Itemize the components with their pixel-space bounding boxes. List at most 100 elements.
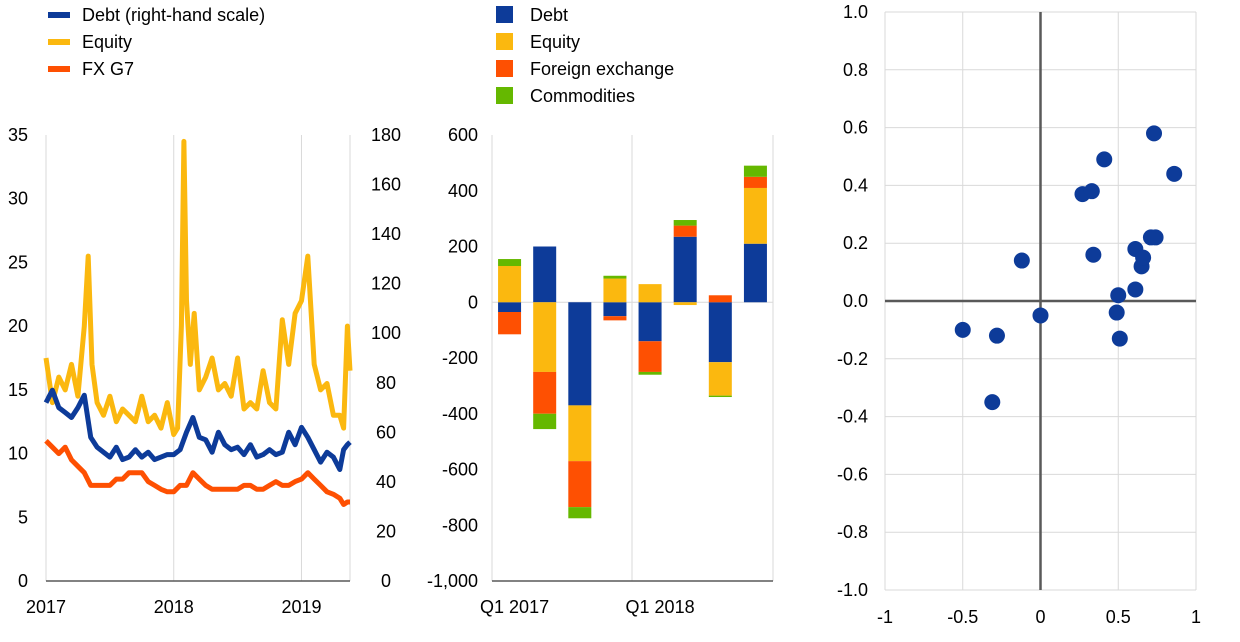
y-right-tick-label: 120 (371, 274, 401, 294)
y-tick-label: -0.8 (837, 522, 868, 542)
y-left-tick-label: 25 (8, 252, 28, 272)
bar-segment (498, 266, 522, 303)
y-right-tick-label: 160 (371, 175, 401, 195)
bar-segment (568, 461, 592, 508)
scatter-point (1032, 307, 1049, 324)
y-left-tick-label: 20 (8, 316, 28, 336)
legend-label: Commodities (530, 86, 635, 106)
y-left-tick-label: 30 (8, 189, 28, 209)
y-tick-label: -600 (442, 460, 478, 480)
bar-segment (638, 371, 662, 375)
bar-segment (708, 302, 732, 363)
y-right-tick-label: 140 (371, 224, 401, 244)
scatter-point (1085, 246, 1102, 263)
bar-segment (673, 225, 697, 237)
y-left-tick-label: 15 (8, 380, 28, 400)
y-tick-label: 0.2 (843, 233, 868, 253)
y-tick-label: -0.6 (837, 464, 868, 484)
y-right-tick-label: 20 (376, 521, 396, 541)
bar-segment (743, 176, 767, 188)
y-right-tick-label: 100 (371, 323, 401, 343)
scatter-point (1108, 304, 1125, 321)
bar-segment (533, 246, 557, 303)
bar-segment (498, 302, 522, 313)
y-right-tick-label: 80 (376, 373, 396, 393)
bar-segment (603, 275, 627, 279)
bar-chart: -1,000 -800 -600 -400 -200 0 200 400 600 Q1 2017 Q… (427, 125, 774, 617)
bar-segment (743, 165, 767, 177)
legend-swatch (48, 39, 70, 45)
scatter-point (1146, 125, 1163, 142)
bar-segment (603, 316, 627, 321)
y-right-tick-label: 40 (376, 472, 396, 492)
legend-label: Equity (530, 32, 580, 52)
bar-segment (498, 312, 522, 335)
bar-segment (673, 236, 697, 303)
bar-segment (673, 302, 697, 306)
x-tick-label: Q1 2018 (626, 597, 695, 617)
y-tick-label: -200 (442, 348, 478, 368)
y-tick-label: 0.6 (843, 118, 868, 138)
bar-segment (708, 362, 732, 396)
y-tick-label: 0.8 (843, 60, 868, 80)
scatter-chart: -1 -0.5 0 0.5 1 -1.0 -0.8 -0.6 -0.4 -0.2 0.0 0.2 0.4… (837, 2, 1201, 627)
legend-label: FX G7 (82, 59, 134, 79)
bar-segment (743, 187, 767, 244)
scatter-point (1013, 252, 1030, 269)
legend-line-chart: Debt (right-hand scale) Equity FX G7 (48, 5, 265, 79)
y-tick-label: 600 (448, 125, 478, 145)
scatter-point (1127, 281, 1144, 298)
bar-segment (568, 405, 592, 462)
x-tick-label: 0 (1035, 607, 1045, 627)
y-tick-label: -1,000 (427, 571, 478, 591)
scatter-point (988, 327, 1005, 344)
legend-bar-chart: Debt Equity Foreign exchange Commodities (496, 5, 674, 106)
bar-segment (638, 341, 662, 372)
bar-segment (603, 278, 627, 303)
bar-segment (568, 302, 592, 406)
y-left-tick-label: 35 (8, 125, 28, 145)
scatter-point (1111, 330, 1128, 347)
bar-segment (568, 507, 592, 519)
x-tick-label: -0.5 (947, 607, 978, 627)
bar-segment (708, 295, 732, 303)
scatter-point (1147, 229, 1164, 246)
bar-segment (533, 302, 557, 372)
legend-swatch (496, 6, 513, 23)
scatter-point (1166, 165, 1183, 182)
y-tick-label: 0.4 (843, 175, 868, 195)
legend-swatch (496, 33, 513, 50)
y-right-tick-label: 0 (381, 571, 391, 591)
legend-swatch (496, 87, 513, 104)
bar-segment (708, 395, 732, 398)
legend-label: Debt (right-hand scale) (82, 5, 265, 25)
series-line (43, 387, 352, 472)
x-tick-label: 1 (1191, 607, 1201, 627)
y-tick-label: -0.4 (837, 407, 868, 427)
scatter-point (954, 321, 971, 338)
scatter-point (1083, 183, 1100, 200)
legend-label: Equity (82, 32, 132, 52)
y-right-tick-label: 180 (371, 125, 401, 145)
y-tick-label: -1.0 (837, 580, 868, 600)
bar-segment (533, 371, 557, 414)
bar-segment (638, 302, 662, 342)
line-chart: 2017 2018 2019 0 5 10 15 20 25 30 35 0 20 40 60 80 100 12… (8, 125, 401, 617)
x-tick-label: 2018 (154, 597, 194, 617)
x-tick-label: 0.5 (1106, 607, 1131, 627)
scatter-point (1096, 151, 1113, 168)
y-tick-label: 1.0 (843, 2, 868, 22)
scatter-point (1135, 249, 1152, 266)
series-line (43, 138, 353, 437)
y-tick-label: 0.0 (843, 291, 868, 311)
legend-label: Debt (530, 5, 568, 25)
y-left-tick-label: 5 (18, 507, 28, 527)
scatter-point (984, 394, 1001, 411)
bar-segment (498, 259, 522, 267)
bar-segment (638, 284, 662, 303)
y-right-tick-label: 60 (376, 422, 396, 442)
y-left-tick-label: 10 (8, 444, 28, 464)
bar-segment (603, 302, 627, 317)
bar-segment (743, 243, 767, 303)
